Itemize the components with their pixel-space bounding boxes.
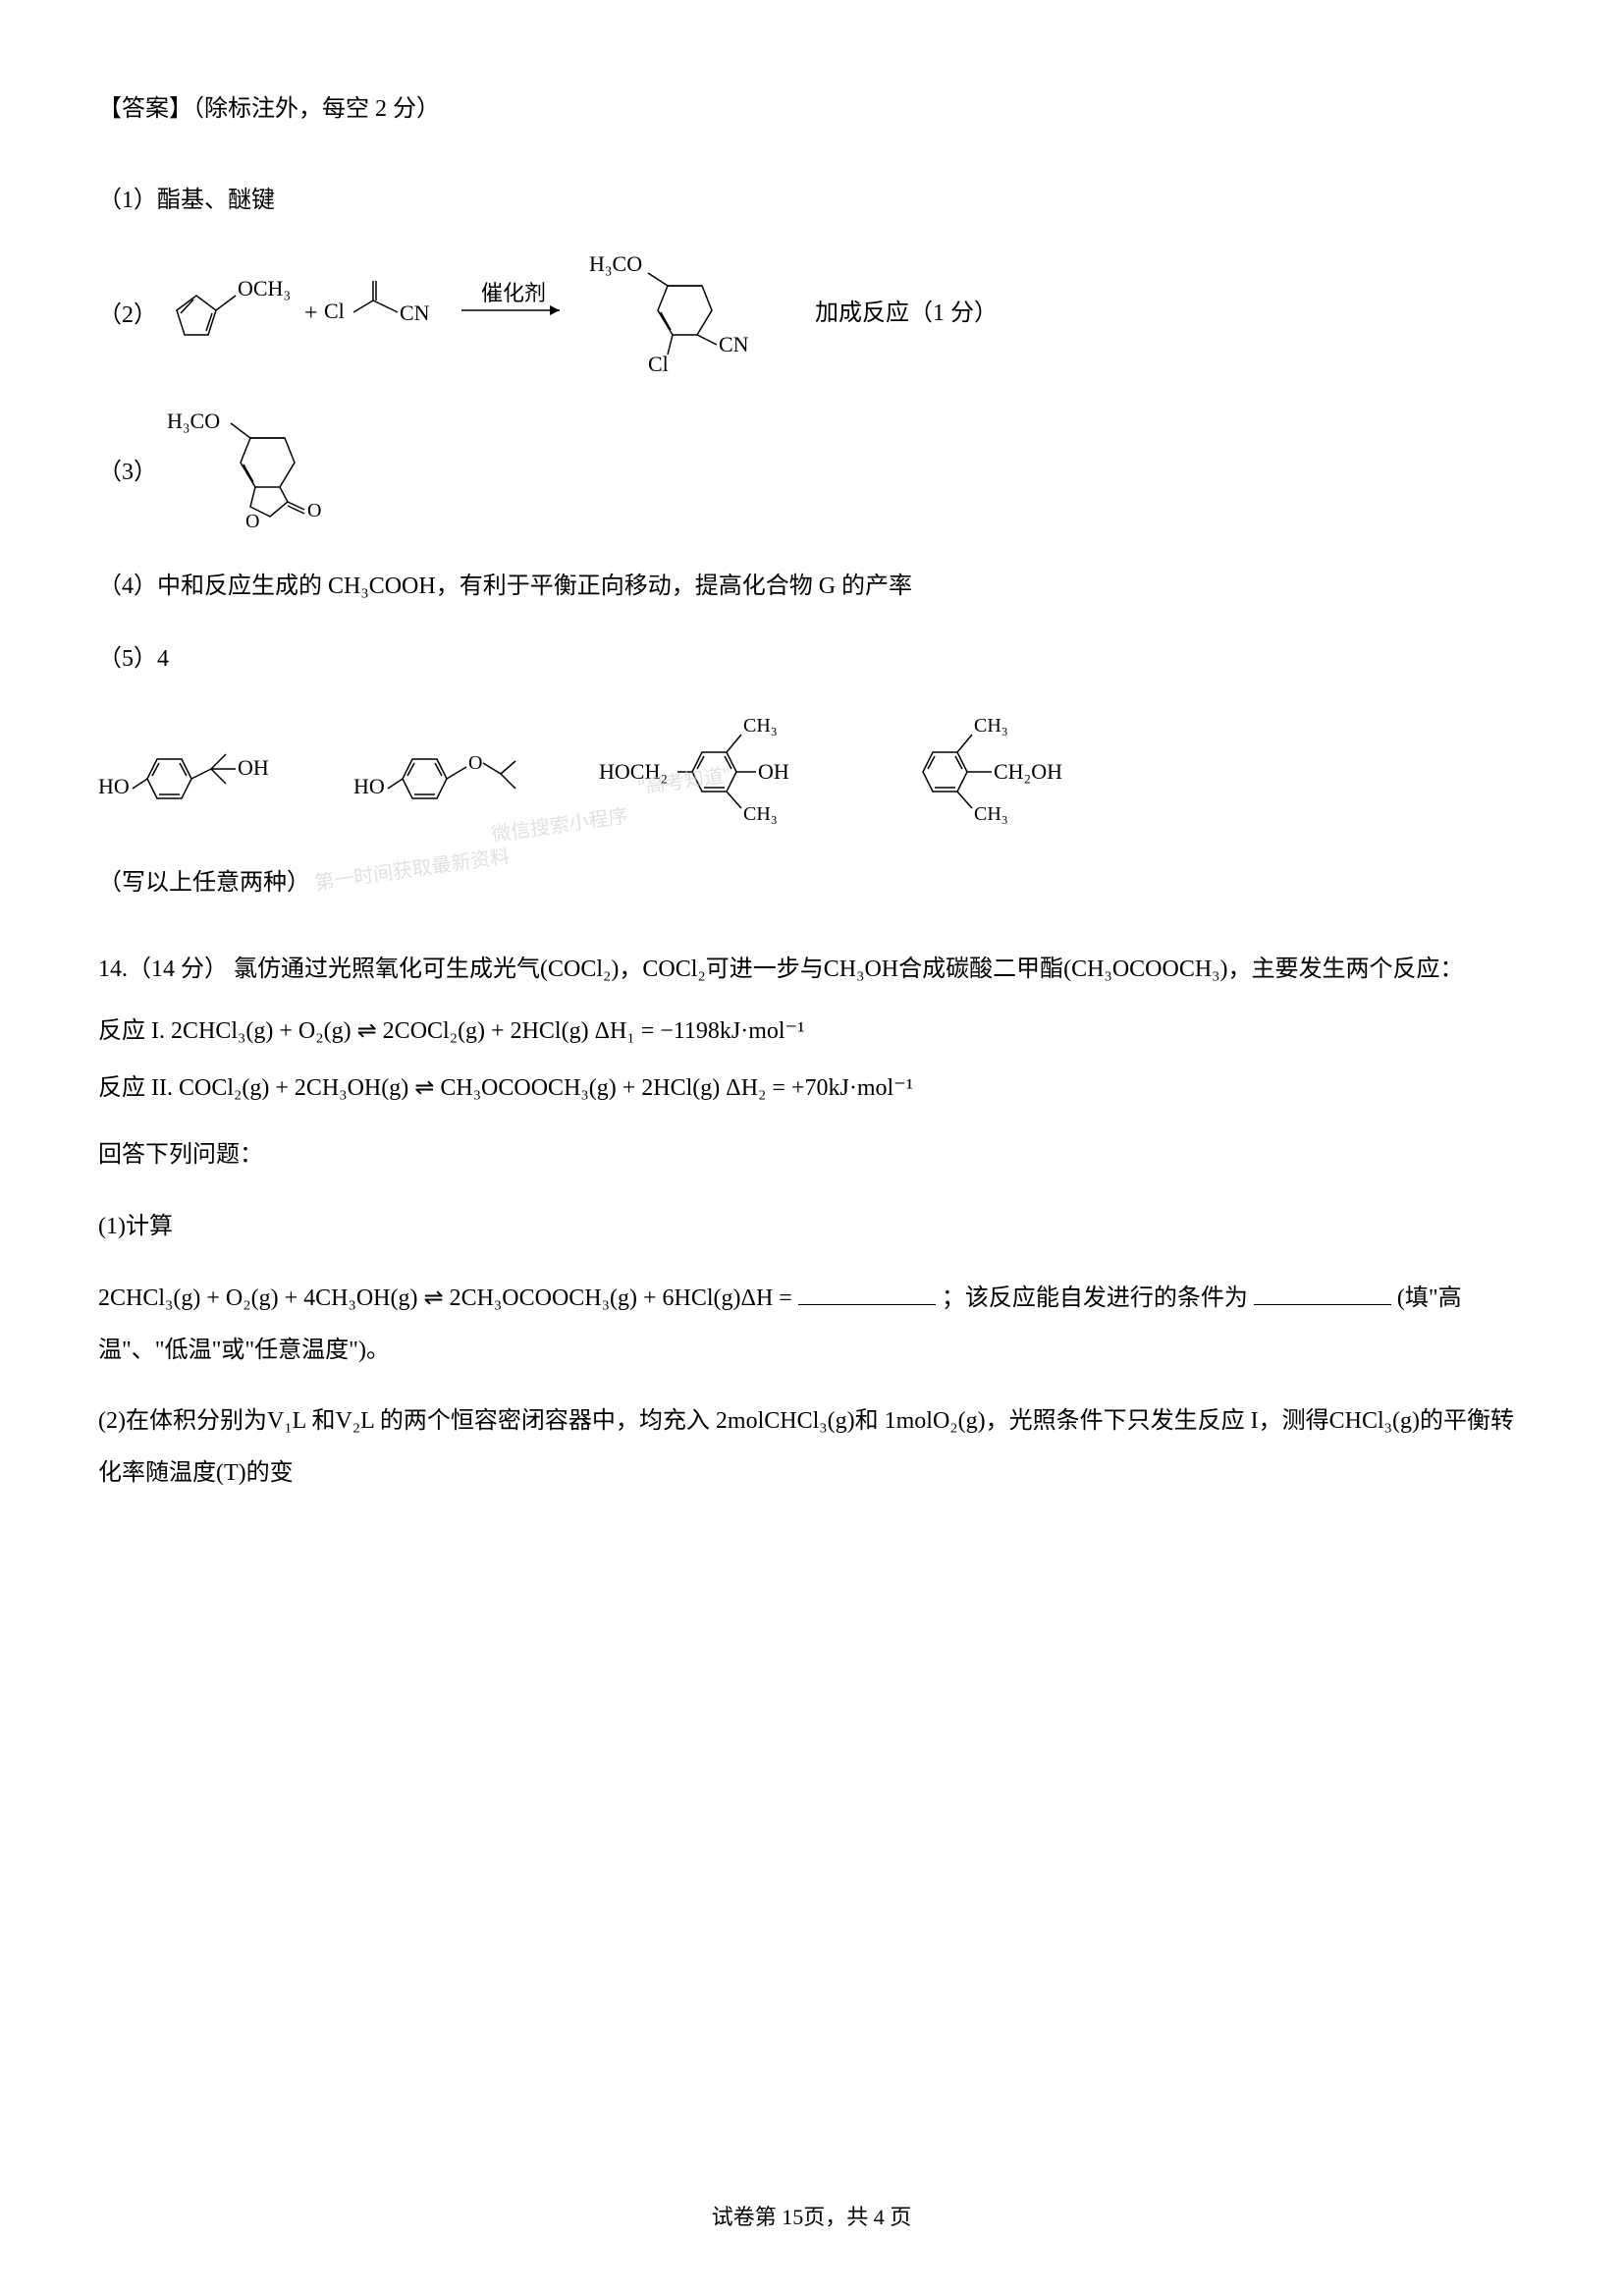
svg-text:H₃CO: H₃CO <box>167 409 220 433</box>
blank-1 <box>798 1284 936 1305</box>
svg-text:HO: HO <box>353 774 385 798</box>
svg-text:OH: OH <box>758 759 789 784</box>
answer-4-text: （4）中和反应生成的 CH₃COOH，有利于平衡正向移动，提高化合物 G 的产率 <box>98 574 912 599</box>
q14-header: 14.（14 分） 氯仿通过光照氧化可生成光气(COCl₂)，COCl₂可进一步… <box>98 944 1525 996</box>
question-14: 14.（14 分） 氯仿通过光照氧化可生成光气(COCl₂)，COCl₂可进一步… <box>98 944 1525 1500</box>
svg-text:催化剂: 催化剂 <box>481 281 546 305</box>
answer-5-note: （写以上任意两种） <box>98 862 1525 904</box>
svg-text:CN: CN <box>719 332 749 356</box>
svg-text:OCH₃: OCH₃ <box>238 276 291 301</box>
answer-3-label: （3） <box>98 452 157 494</box>
svg-text:O: O <box>245 511 259 532</box>
svg-text:O: O <box>468 752 482 774</box>
structure-5-2: HO O <box>353 720 569 828</box>
q14-reaction-2: 反应 II. COCl₂(g) + 2CH₃OH(g) ⇌ CH₃OCOOCH₃… <box>98 1067 1525 1110</box>
svg-text:Cl: Cl <box>324 299 345 323</box>
structure-3: H₃CO O O <box>157 409 403 536</box>
page-footer: 试卷第 15页，共 4 页 <box>0 2198 1623 2237</box>
svg-text:H₃CO: H₃CO <box>589 251 642 276</box>
answer-header: 【答案】（除标注外，每空 2 分） <box>98 88 1525 131</box>
answer-2: （2） OCH₃ + Cl CN <box>98 251 1525 379</box>
answer-5-note-text: （写以上任意两种） <box>98 870 310 896</box>
answer-4: （4）中和反应生成的 CH₃COOH，有利于平衡正向移动，提高化合物 G 的产率 <box>98 566 1525 608</box>
answer-header-text: 【答案】（除标注外，每空 2 分） <box>98 96 440 122</box>
svg-text:CH₃: CH₃ <box>974 803 1008 825</box>
q14-q2: (2)在体积分别为V₁L 和V₂L 的两个恒容密闭容器中，均充入 2molCHC… <box>98 1395 1525 1500</box>
structure-5-4: CH₃ CH₃ CH₂OH <box>893 710 1168 838</box>
svg-text:CN: CN <box>400 301 430 325</box>
q14-q1-equation: 2CHCl₃(g) + O₂(g) + 4CH₃OH(g) ⇌ 2CH₃OCOO… <box>98 1285 792 1311</box>
svg-text:CH₃: CH₃ <box>743 803 778 825</box>
answer-5-structures: HO OH <box>98 710 1525 838</box>
structure-5-1: HO OH <box>98 720 324 828</box>
svg-text:Cl: Cl <box>648 352 669 376</box>
svg-text:HO: HO <box>98 774 130 798</box>
blank-2 <box>1254 1284 1391 1305</box>
addition-reaction-note: 加成反应（1 分） <box>815 300 998 326</box>
q14-q1-label: (1)计算 <box>98 1201 1525 1253</box>
svg-text:CH₃: CH₃ <box>974 715 1008 737</box>
q14-q1-line: 2CHCl₃(g) + O₂(g) + 4CH₃OH(g) ⇌ 2CH₃OCOO… <box>98 1273 1525 1377</box>
svg-text:O: O <box>307 500 321 521</box>
answer-3: （3） H₃CO O O <box>98 409 1525 536</box>
answer-2-label: （2） <box>98 295 157 337</box>
svg-text:+: + <box>304 301 318 326</box>
answer-1: （1）酯基、醚键 <box>98 180 1525 222</box>
answer-5-label: （5）4 <box>98 646 169 672</box>
answer-1-text: （1）酯基、醚键 <box>98 188 275 213</box>
page-info: 试卷第 15页，共 4 页 <box>712 2205 912 2229</box>
reaction-2-structure: OCH₃ + Cl CN 催化剂 <box>157 251 1139 379</box>
answer-5: （5）4 HO <box>98 638 1525 904</box>
q14-reaction-1: 反应 I. 2CHCl₃(g) + O₂(g) ⇌ 2COCl₂(g) + 2H… <box>98 1011 1525 1053</box>
q14-prompt: 回答下列问题： <box>98 1129 1525 1181</box>
svg-text:OH: OH <box>238 755 269 780</box>
svg-text:CH₃: CH₃ <box>743 715 778 737</box>
svg-text:CH₂OH: CH₂OH <box>994 759 1062 784</box>
svg-text:HOCH₂: HOCH₂ <box>599 759 668 784</box>
structure-5-3: HOCH₂ CH₃ CH₃ OH <box>599 710 864 838</box>
q14-q1-tail: ；该反应能自发进行的条件为 <box>942 1285 1248 1311</box>
